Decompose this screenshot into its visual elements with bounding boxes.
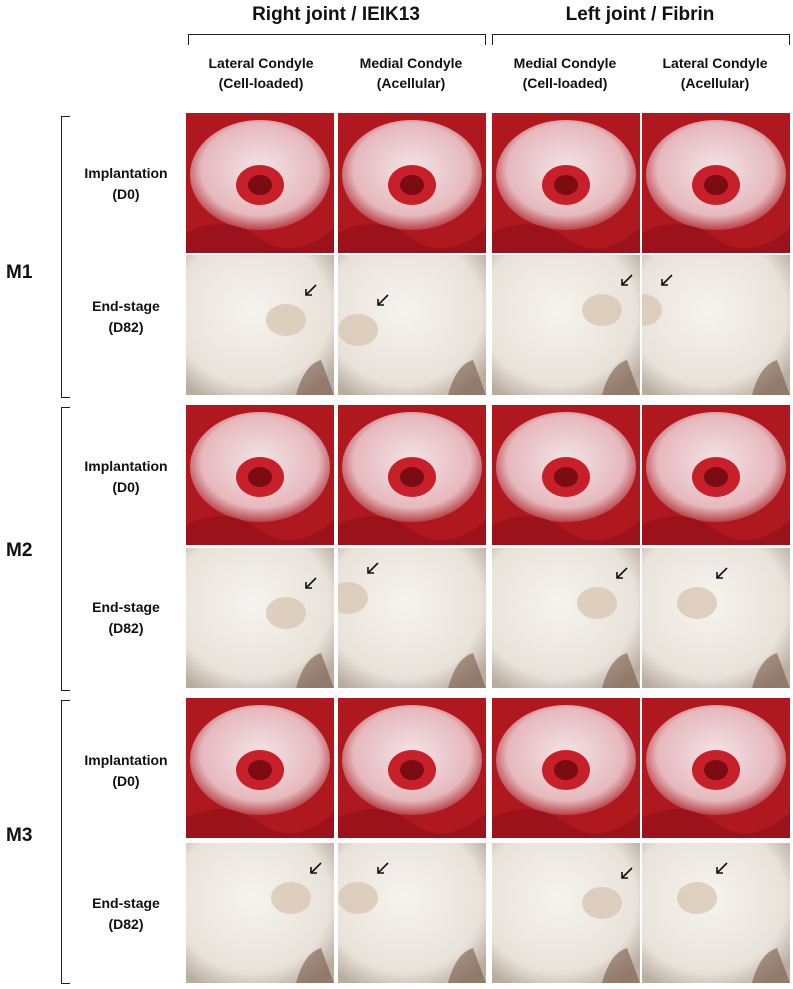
group-bracket-left-joint [492,34,790,45]
defect-arrow-icon [305,284,317,296]
endstage-photo-m2-col1 [186,548,334,688]
group-title-left-joint: Left joint / Fibrin [565,4,715,25]
defect-arrow-icon [377,294,389,306]
endstage-photo-m3-col1 [186,843,334,983]
defect-arrow-icon [716,567,728,579]
implantation-photo-m3-col3 [492,698,640,838]
row-label-implantation-m3: Implantation (D0) [84,752,168,789]
mouse-label-m2: M2 [6,540,33,561]
endstage-photo-m1-col3 [492,255,640,395]
defect-arrow-icon [377,862,389,874]
mouse-label-m3: M3 [6,825,33,846]
endstage-photo-m1-col4 [642,255,790,395]
implantation-photo-m3-col1 [186,698,334,838]
endstage-photo-m3-col2 [338,843,486,983]
implantation-photo-m2-col1 [186,405,334,545]
endstage-photo-m3-col4 [642,843,790,983]
defect-arrow-icon [621,274,633,286]
defect-arrow-icon [616,567,628,579]
column-label-3: Medial Condyle (Cell-loaded) [513,55,617,91]
endstage-photo-m3-col3 [492,843,640,983]
implantation-photo-m1-col2 [338,113,486,253]
row-label-endstage-m2: End-stage (D82) [92,599,160,636]
implantation-photo-m2-col3 [492,405,640,545]
defect-arrow-icon [661,274,673,286]
group-title-right-joint: Right joint / IEIK13 [252,4,420,25]
mouse-bracket-m2 [61,407,70,691]
row-label-implantation-m1: Implantation (D0) [84,165,168,202]
endstage-photo-m2-col2 [338,548,486,688]
mouse-bracket-m3 [61,700,70,984]
endstage-photo-m2-col3 [492,548,640,688]
column-label-4: Lateral Condyle (Acellular) [662,55,768,91]
defect-arrow-icon [367,562,379,574]
implantation-photo-m3-col4 [642,698,790,838]
group-bracket-right-joint [188,34,486,45]
mouse-bracket-m1 [61,116,70,398]
defect-arrow-icon [621,867,633,879]
row-label-endstage-m1: End-stage (D82) [92,298,160,335]
defect-arrow-icon [310,862,322,874]
implantation-photo-m1-col3 [492,113,640,253]
row-label-implantation-m2: Implantation (D0) [84,458,168,495]
implantation-photo-m3-col2 [338,698,486,838]
endstage-photo-m2-col4 [642,548,790,688]
mouse-label-m1: M1 [6,262,33,283]
endstage-photo-m1-col2 [338,255,486,395]
implantation-photo-m1-col1 [186,113,334,253]
endstage-photo-m1-col1 [186,255,334,395]
defect-arrow-icon [716,862,728,874]
column-label-2: Medial Condyle (Acellular) [359,55,463,91]
defect-arrow-icon [305,577,317,589]
row-label-endstage-m3: End-stage (D82) [92,895,160,932]
column-label-1: Lateral Condyle (Cell-loaded) [208,55,314,91]
implantation-photo-m2-col2 [338,405,486,545]
implantation-photo-m2-col4 [642,405,790,545]
implantation-photo-m1-col4 [642,113,790,253]
